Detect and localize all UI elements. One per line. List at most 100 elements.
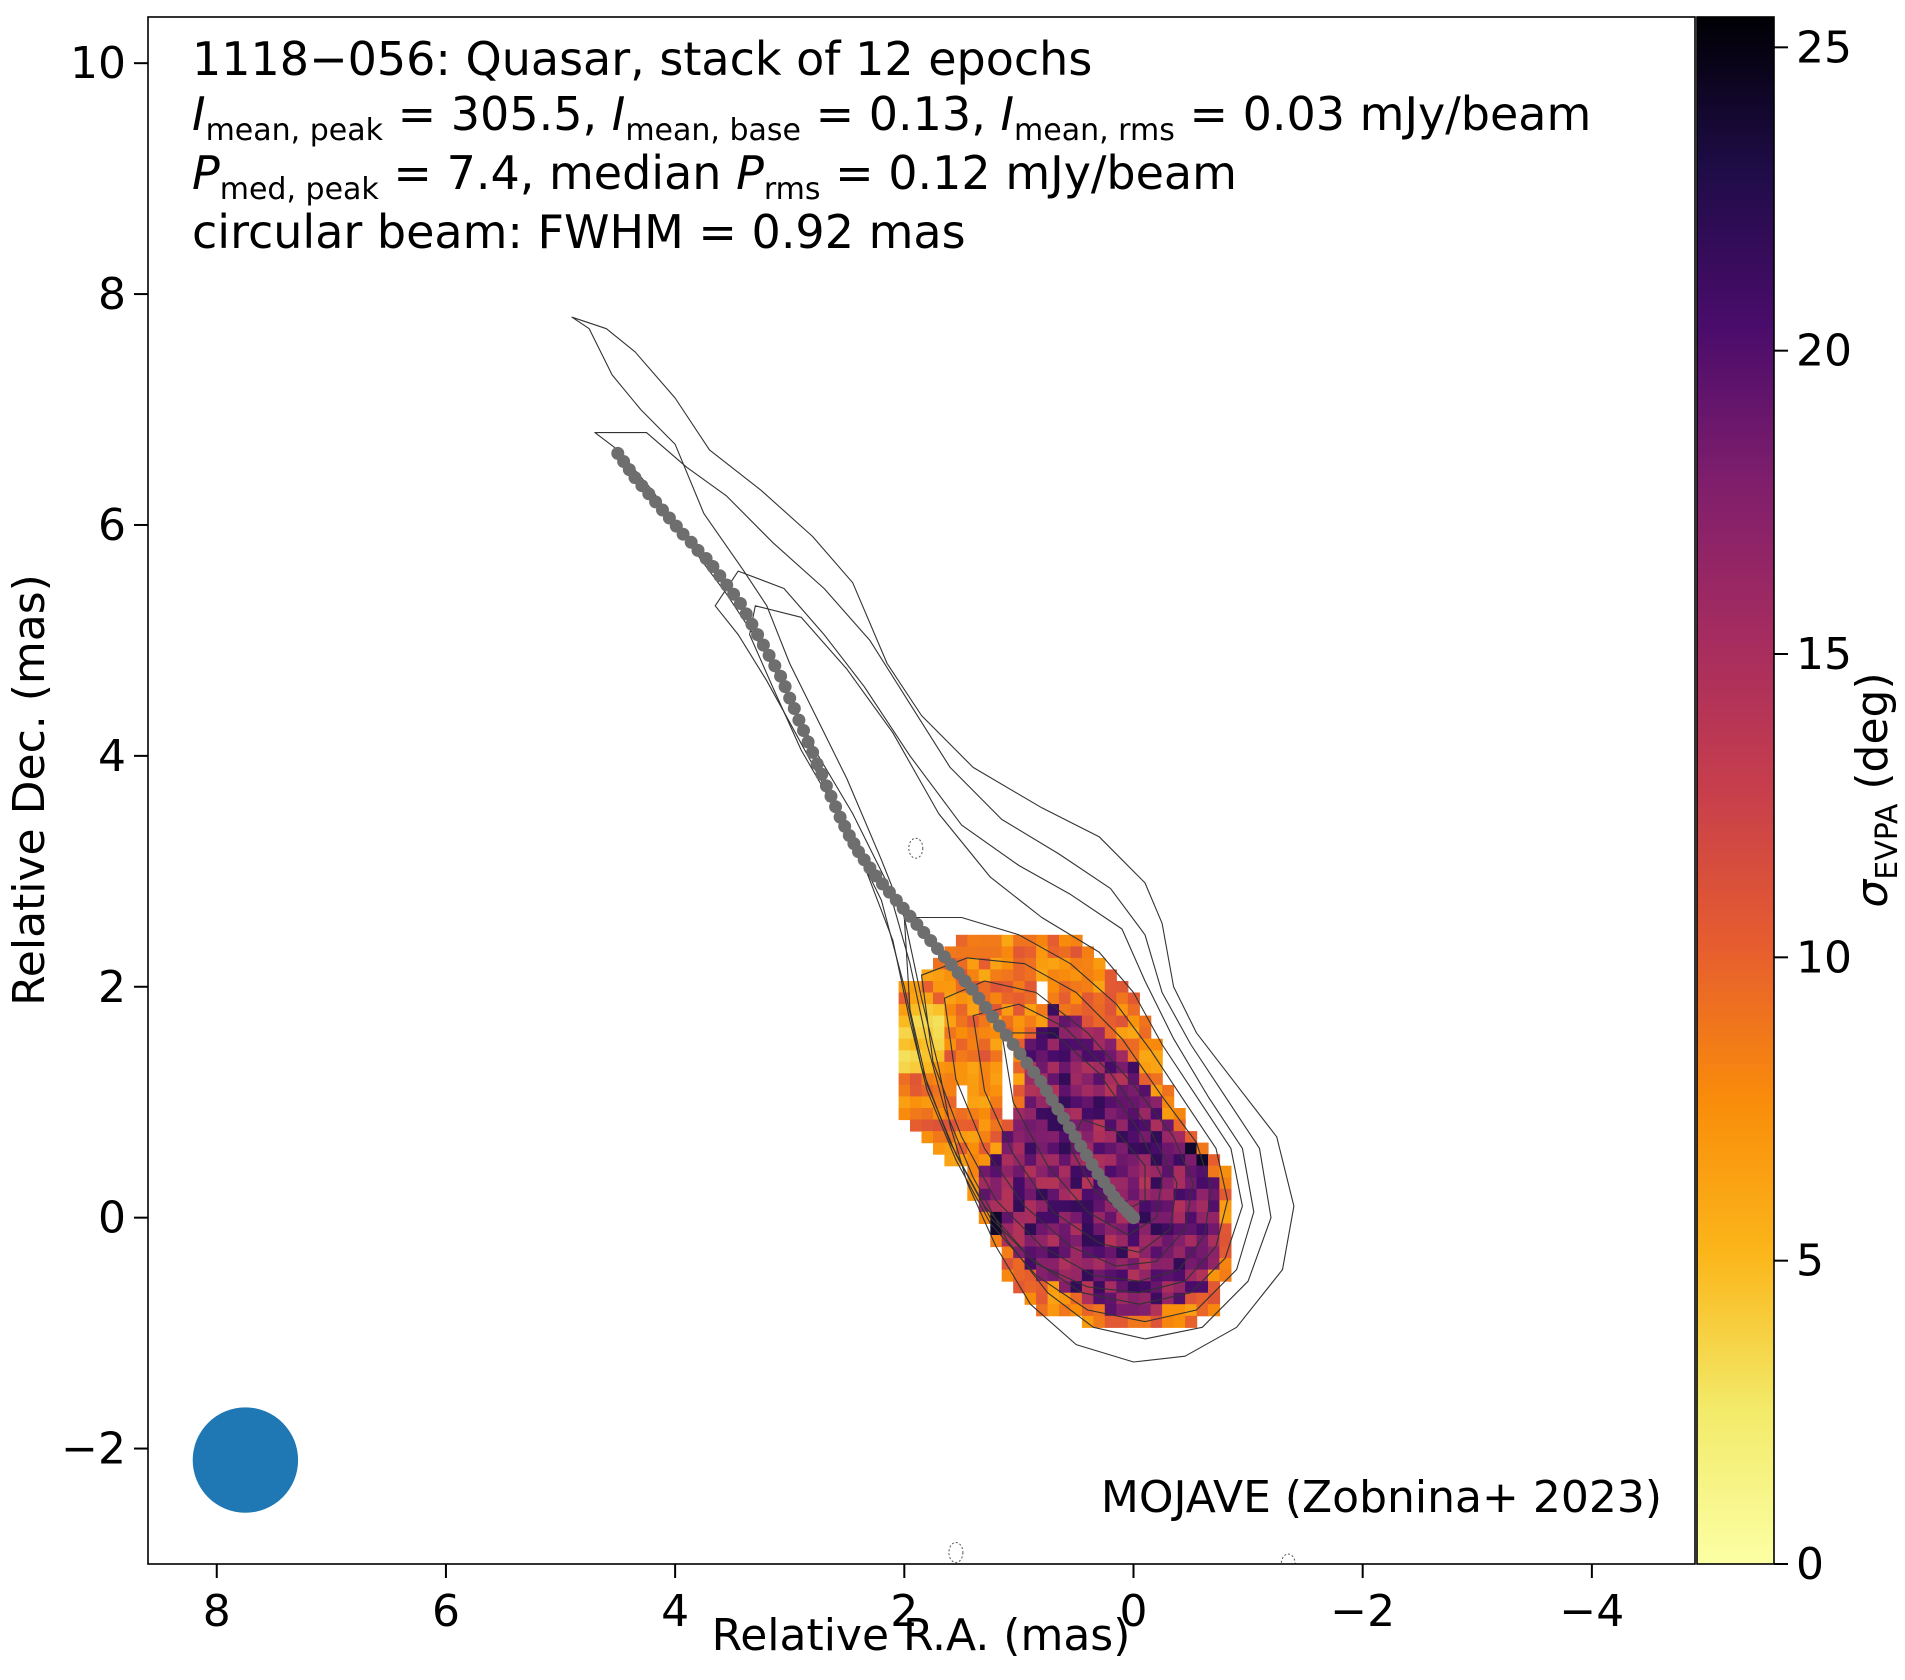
heatmap-pixel (1162, 1258, 1175, 1271)
heatmap-pixel (978, 1108, 991, 1121)
heatmap-pixel (1173, 1200, 1186, 1213)
heatmap-pixel (1070, 1015, 1083, 1028)
heatmap-pixel (1081, 1108, 1094, 1121)
ridge-point (972, 991, 986, 1005)
heatmap-pixel (898, 1096, 911, 1109)
heatmap-pixel (1070, 969, 1083, 982)
heatmap-pixel (1081, 1292, 1094, 1305)
heatmap-pixel (944, 1038, 957, 1051)
heatmap-pixel (1162, 1315, 1175, 1328)
heatmap-pixel (967, 1038, 980, 1051)
heatmap-pixel (1070, 981, 1083, 994)
heatmap-pixel (1047, 1292, 1060, 1305)
heatmap-pixel (1150, 1223, 1163, 1236)
heatmap-pixel (955, 1015, 968, 1028)
heatmap-pixel (944, 1073, 957, 1086)
heatmap-pixel (910, 1073, 923, 1086)
heatmap-pixel (1093, 1315, 1106, 1328)
heatmap-pixel (1013, 981, 1026, 994)
heatmap-pixel (1070, 1073, 1083, 1086)
heatmap-pixel (1150, 1200, 1163, 1213)
heatmap-pixel (1036, 1235, 1049, 1248)
heatmap-pixel (1196, 1258, 1209, 1271)
heatmap-pixel (1150, 1096, 1163, 1109)
heatmap-pixel (1013, 1269, 1026, 1282)
heatmap-pixel (1013, 1188, 1026, 1201)
ridge-point (1034, 1074, 1048, 1088)
heatmap-pixel (1116, 1258, 1129, 1271)
heatmap-pixel (1047, 1258, 1060, 1271)
heatmap-pixel (933, 1131, 946, 1144)
heatmap-pixel (944, 1154, 957, 1167)
colorbar-ticks: 0 5 10 15 20 25 (1774, 22, 1852, 1590)
x-axis: 8 6 4 2 0 −2 −4 (203, 1564, 1624, 1637)
heatmap-pixel (990, 1096, 1003, 1109)
contour-line (903, 916, 1229, 1294)
heatmap-pixel (1081, 1015, 1094, 1028)
heatmap-pixel (1036, 1177, 1049, 1190)
heatmap-pixel (1081, 1235, 1094, 1248)
heatmap-pixel (990, 1142, 1003, 1155)
heatmap-pixel (1059, 1038, 1072, 1051)
heatmap-pixel (1036, 1223, 1049, 1236)
heatmap-pixel (1024, 1235, 1037, 1248)
heatmap-pixel (1059, 1211, 1072, 1224)
heatmap-pixel (990, 1061, 1003, 1074)
heatmap-pixel (944, 1015, 957, 1028)
heatmap-pixel (1208, 1200, 1221, 1213)
heatmap-pixel (1208, 1292, 1221, 1305)
ridge-point (720, 578, 734, 592)
ridge-point (691, 543, 705, 557)
heatmap-pixel (1173, 1281, 1186, 1294)
heatmap-pixel (1093, 992, 1106, 1005)
heatmap-pixel (1036, 1246, 1049, 1259)
ridge-point (792, 713, 806, 727)
heatmap-pixel (967, 1108, 980, 1121)
heatmap-pixel (1024, 1015, 1037, 1028)
evpa-uncertainty-heatmap (898, 934, 1232, 1328)
heatmap-pixel (1013, 1096, 1026, 1109)
heatmap-pixel (1219, 1188, 1232, 1201)
ridge-point (756, 638, 770, 652)
heatmap-pixel (1070, 992, 1083, 1005)
heatmap-pixel (1162, 1108, 1175, 1121)
heatmap-pixel (1013, 992, 1026, 1005)
heatmap-pixel (1093, 1246, 1106, 1259)
heatmap-pixel (1001, 1165, 1014, 1178)
ridge-point (739, 607, 753, 621)
heatmap-pixel (921, 1004, 934, 1017)
heatmap-pixel (1196, 1304, 1209, 1317)
heatmap-pixel (1162, 1235, 1175, 1248)
heatmap-pixel (1185, 1200, 1198, 1213)
heatmap-pixel (1116, 1304, 1129, 1317)
ridge-point (762, 648, 776, 662)
ridge-point (1020, 1056, 1034, 1070)
heatmap-pixel (1024, 992, 1037, 1005)
heatmap-pixel (1013, 1015, 1026, 1028)
heatmap-pixel (1104, 1315, 1117, 1328)
heatmap-pixel (1081, 1004, 1094, 1017)
heatmap-pixel (1036, 1154, 1049, 1167)
heatmap-pixel (1001, 992, 1014, 1005)
heatmap-pixel (1127, 1304, 1140, 1317)
heatmap-pixel (1047, 1177, 1060, 1190)
heatmap-pixel (898, 1061, 911, 1074)
heatmap-pixel (1127, 1073, 1140, 1086)
heatmap-pixel (1081, 1188, 1094, 1201)
contour-line (920, 957, 1212, 1282)
heatmap-pixel (1173, 1258, 1186, 1271)
heatmap-pixel (1104, 1096, 1117, 1109)
heatmap-pixel (1139, 1027, 1152, 1040)
heatmap-pixel (1070, 1200, 1083, 1213)
heatmap-pixel (990, 946, 1003, 959)
heatmap-pixel (1070, 1165, 1083, 1178)
heatmap-pixel (1196, 1281, 1209, 1294)
heatmap-pixel (1036, 1108, 1049, 1121)
contour-line (972, 1003, 1178, 1253)
heatmap-pixel (1104, 1281, 1117, 1294)
heatmap-pixel (1047, 1142, 1060, 1155)
ridge-point (745, 617, 759, 631)
heatmap-pixel (1024, 1108, 1037, 1121)
heatmap-pixel (967, 1061, 980, 1074)
contour-line (1069, 1118, 1146, 1213)
